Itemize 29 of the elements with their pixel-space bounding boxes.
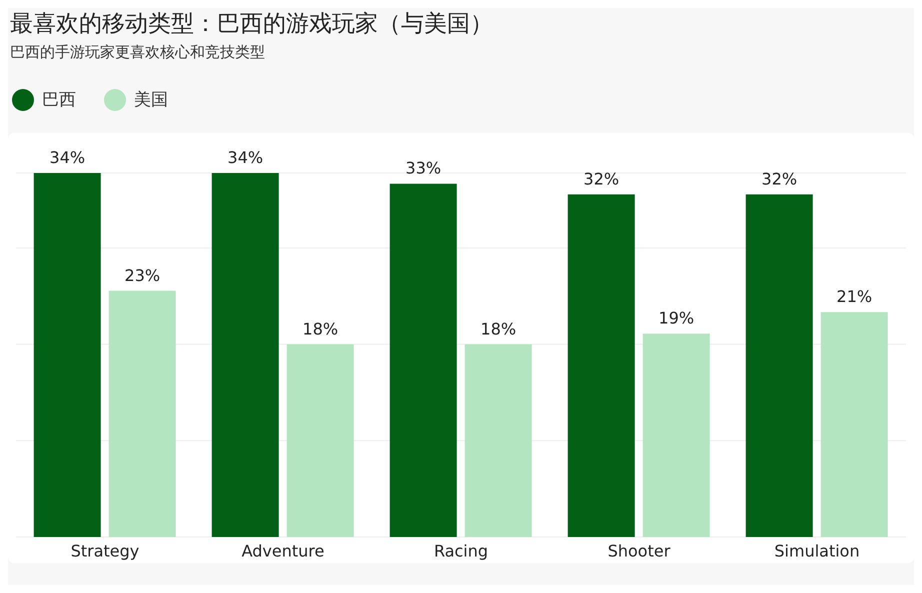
chart-title: 最喜欢的移动类型：巴西的游戏玩家（与美国） (9, 10, 494, 39)
bar (286, 344, 354, 537)
bar (746, 194, 813, 537)
data-label: 18% (302, 319, 338, 338)
x-tick-label: Simulation (774, 541, 860, 560)
bar (464, 344, 532, 537)
data-label: 34% (50, 148, 86, 167)
x-tick-label: Racing (434, 541, 488, 560)
x-tick-label: Adventure (242, 541, 324, 560)
bar (212, 173, 279, 537)
legend-label: 巴西 (42, 89, 76, 111)
data-label: 21% (836, 287, 872, 306)
bar (820, 312, 888, 537)
data-label: 32% (584, 169, 620, 188)
data-label: 23% (124, 266, 160, 285)
bar (568, 194, 635, 537)
data-label: 32% (762, 169, 798, 188)
x-tick-label: Strategy (70, 541, 140, 560)
data-label: 18% (480, 319, 516, 338)
legend-label: 美国 (134, 89, 168, 111)
x-tick-label: Shooter (608, 541, 671, 560)
bar (34, 173, 101, 537)
data-label: 19% (658, 308, 694, 328)
chart-subtitle: 巴西的手游玩家更喜欢核心和竞技类型 (9, 43, 266, 62)
data-label: 33% (406, 158, 442, 178)
bar (108, 290, 176, 537)
bar (642, 334, 710, 537)
data-label: 34% (228, 148, 264, 167)
bar (390, 184, 457, 537)
